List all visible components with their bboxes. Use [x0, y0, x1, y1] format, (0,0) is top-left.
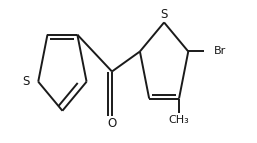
Text: CH₃: CH₃	[169, 115, 189, 125]
Text: O: O	[107, 117, 117, 130]
Text: S: S	[160, 8, 168, 20]
Text: Br: Br	[214, 46, 226, 56]
Text: S: S	[22, 75, 29, 88]
